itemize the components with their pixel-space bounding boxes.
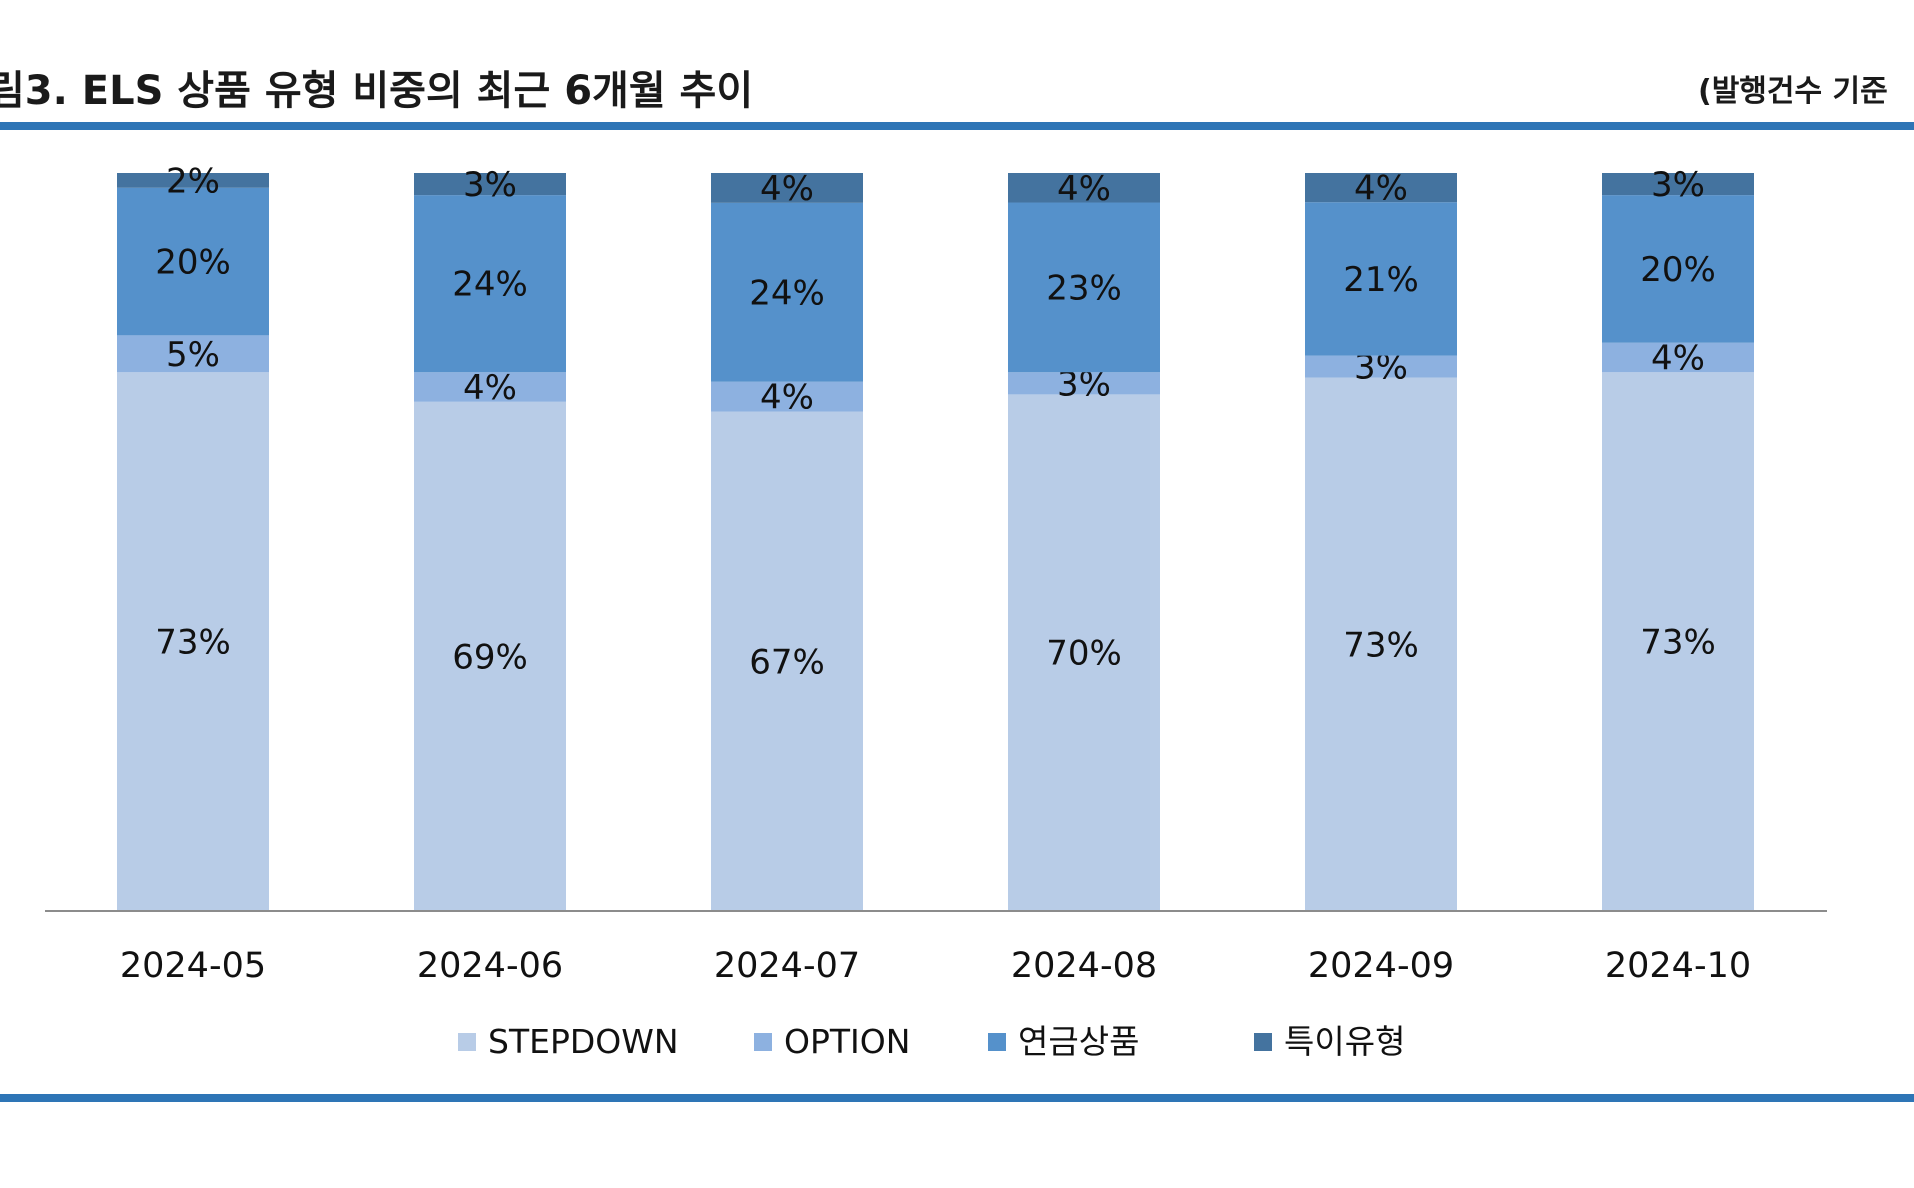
bar-segment-3-2024-09 [1305,202,1457,356]
legend-label: 특이유형 [1284,1022,1405,1061]
bar-segment-4-2024-05 [117,173,269,188]
bar-segment-3-2024-07 [711,202,863,382]
data-label: 3% [1651,165,1705,205]
bar-segment-4-2024-09 [1305,173,1457,203]
x-tick-label: 2024-08 [1011,946,1157,986]
x-tick-label: 2024-05 [120,946,266,986]
bar-segment-3-2024-10 [1602,195,1754,343]
legend-swatch-1 [458,1033,476,1051]
top-rule [0,122,1914,130]
bar-segment-4-2024-06 [414,173,566,196]
data-label: 73% [1343,625,1419,665]
data-label: 5% [166,335,220,375]
data-label: 3% [463,165,517,205]
data-label: 4% [760,378,814,418]
bar-segment-4-2024-07 [711,173,863,203]
x-tick-label: 2024-09 [1308,946,1454,986]
data-label: 4% [760,169,814,209]
legend-label: OPTION [784,1022,910,1061]
legend-swatch-2 [754,1033,772,1051]
bar-segment-1-2024-09 [1305,377,1457,911]
data-label: 73% [1640,623,1716,663]
data-label: 4% [1651,339,1705,379]
bar-segment-2-2024-08 [1008,372,1160,395]
data-label: 70% [1046,634,1122,674]
data-label: 73% [155,623,231,663]
bar-segment-1-2024-10 [1602,372,1754,911]
data-label: 4% [463,368,517,408]
x-tick-label: 2024-07 [714,946,860,986]
data-label: 69% [452,637,528,677]
bar-segment-2-2024-10 [1602,342,1754,373]
legend-label: STEPDOWN [488,1022,679,1061]
data-label: 21% [1343,260,1419,300]
bar-segment-2-2024-05 [117,335,269,373]
bar-segment-1-2024-06 [414,401,566,911]
bar-segment-4-2024-08 [1008,173,1160,203]
bar-segment-1-2024-05 [117,372,269,911]
data-label: 20% [1640,250,1716,290]
data-label: 4% [1354,169,1408,209]
bar-segment-1-2024-07 [711,411,863,911]
bar-segment-1-2024-08 [1008,394,1160,911]
bar-segment-3-2024-08 [1008,202,1160,373]
bar-segment-2-2024-07 [711,381,863,412]
data-label: 2% [166,161,220,201]
bar-segment-4-2024-10 [1602,173,1754,196]
data-label: 4% [1057,169,1111,209]
data-label: 20% [155,243,231,283]
chart-basis-note: (발행건수 기준 [1698,74,1888,109]
legend-label: 연금상품 [1018,1022,1139,1061]
data-label: 24% [452,265,528,305]
bar-segment-2-2024-09 [1305,355,1457,378]
x-tick-label: 2024-10 [1605,946,1751,986]
bar-segment-2-2024-06 [414,372,566,402]
data-label: 24% [749,273,825,313]
legend-swatch-3 [988,1033,1006,1051]
bar-segment-3-2024-05 [117,187,269,336]
bottom-rule [0,1094,1914,1102]
legend-swatch-4 [1254,1033,1272,1051]
x-tick-label: 2024-06 [417,946,563,986]
page-title: 림3. ELS 상품 유형 비중의 최근 6개월 추이 [0,68,754,114]
data-label: 67% [749,642,825,682]
data-label: 23% [1046,268,1122,308]
bar-segment-3-2024-06 [414,195,566,373]
